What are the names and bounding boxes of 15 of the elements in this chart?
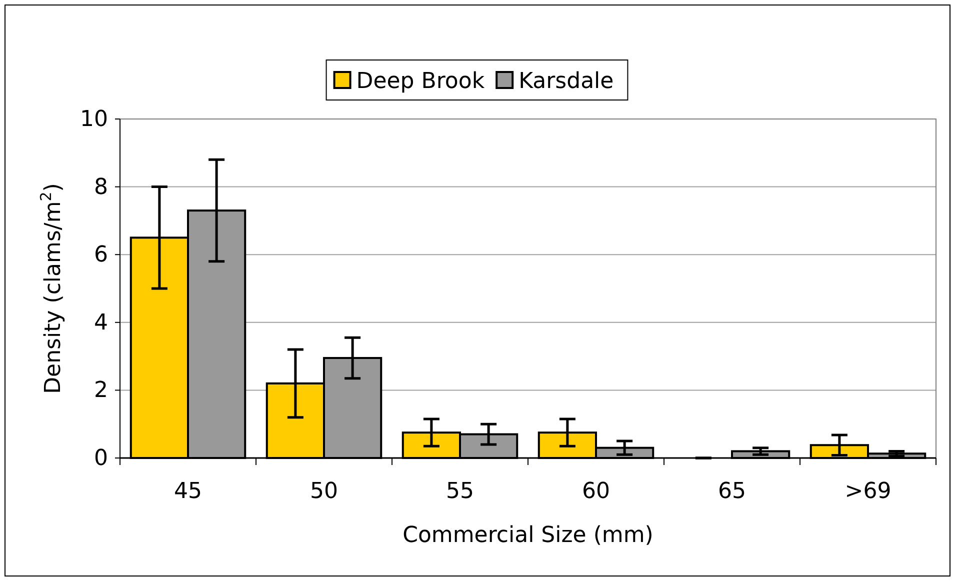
legend-label: Deep Brook bbox=[356, 69, 485, 94]
x-tick-label: 50 bbox=[310, 479, 338, 504]
y-tick-label: 8 bbox=[94, 174, 108, 200]
legend-label: Karsdale bbox=[518, 69, 614, 94]
x-tick-label: 45 bbox=[174, 479, 202, 504]
y-tick-label: 0 bbox=[94, 446, 108, 472]
x-tick-label: 65 bbox=[718, 479, 746, 504]
y-tick-label: 10 bbox=[80, 107, 108, 132]
y-tick-label: 4 bbox=[94, 310, 108, 336]
x-tick-label: >69 bbox=[844, 479, 892, 504]
x-tick-label: 55 bbox=[446, 479, 474, 504]
x-axis-title: Commercial Size (mm) bbox=[402, 523, 654, 548]
x-tick-label: 60 bbox=[582, 479, 610, 504]
y-tick-label: 2 bbox=[94, 378, 108, 404]
y-tick-label: 6 bbox=[94, 242, 108, 268]
